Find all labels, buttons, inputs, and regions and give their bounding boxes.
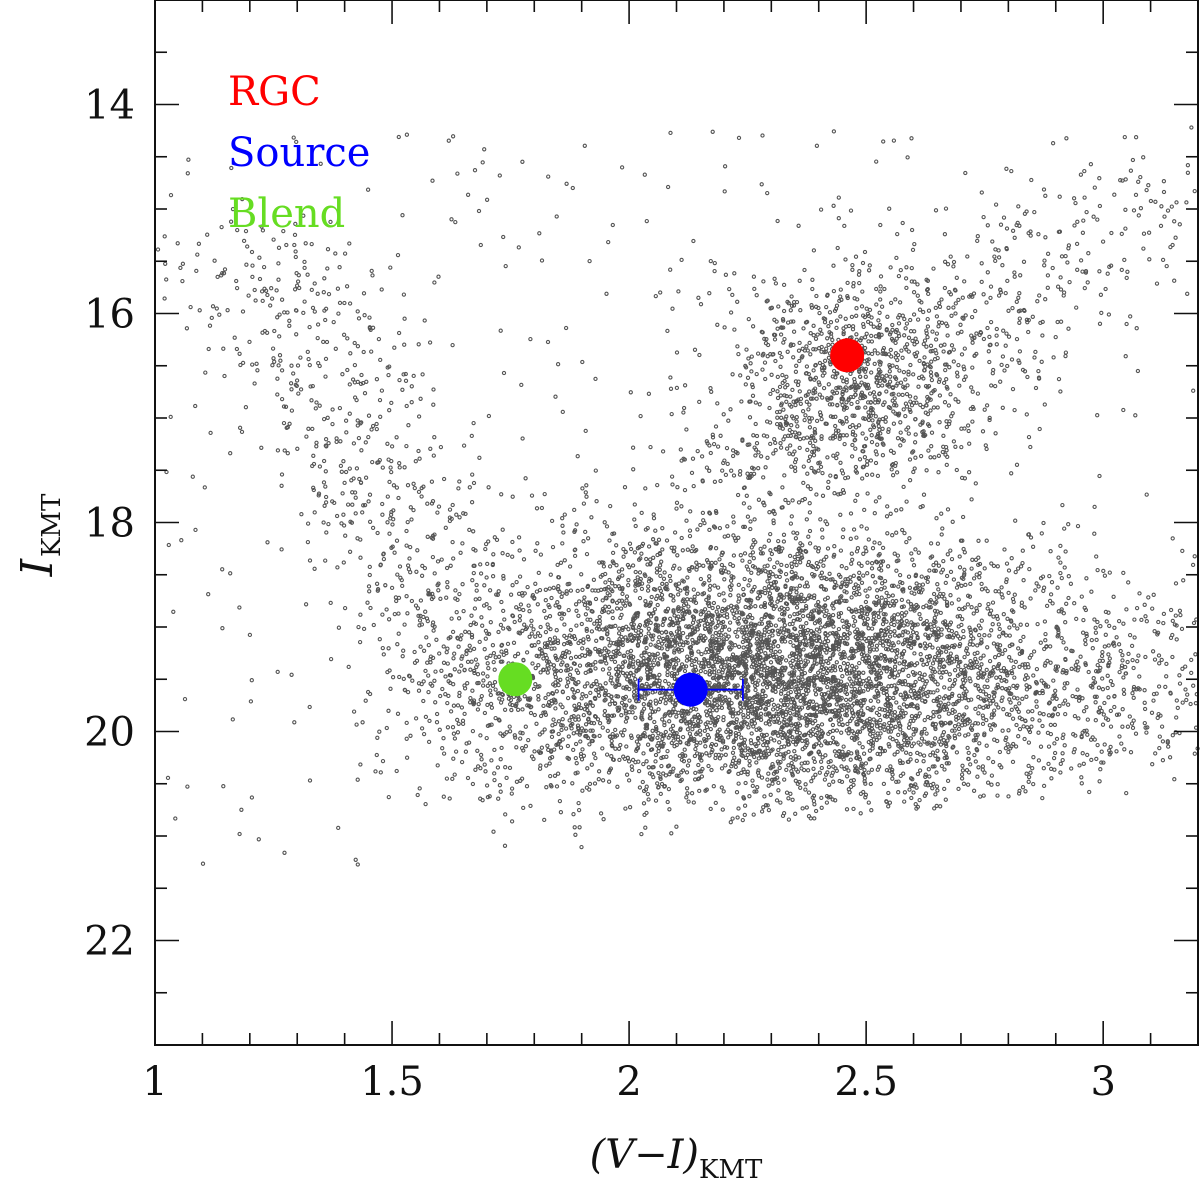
x-tick-label: 3 — [1090, 1059, 1115, 1105]
source-marker — [673, 672, 708, 707]
y-tick-label: 22 — [84, 919, 135, 965]
y-tick-label: 16 — [84, 292, 135, 338]
x-tick-label: 2 — [616, 1059, 641, 1105]
legend-source: Source — [228, 130, 370, 176]
y-tick-label: 14 — [84, 83, 135, 129]
background-stars — [155, 125, 1200, 867]
y-axis-title: IKMT — [12, 493, 67, 577]
blend-marker — [498, 662, 533, 697]
x-tick-label: 1.5 — [360, 1059, 424, 1105]
x-tick-label: 2.5 — [834, 1059, 898, 1105]
tick-labels: 1 1.5 2 2.5 3 14 16 18 20 22 — [84, 83, 1116, 1106]
legend: RGC Source Blend — [228, 69, 370, 237]
legend-rgc: RGC — [228, 69, 321, 115]
y-tick-label: 20 — [84, 710, 135, 756]
y-tick-label: 18 — [84, 501, 135, 547]
legend-blend: Blend — [228, 191, 345, 237]
highlight-markers — [498, 338, 865, 707]
axis-ticks — [154, 0, 1199, 1046]
x-tick-label: 1 — [142, 1059, 167, 1105]
plot-frame — [154, 0, 1199, 1046]
rgc-marker — [830, 338, 865, 373]
x-axis-title: (V−I)KMT — [590, 1132, 763, 1179]
star-points — [155, 125, 1200, 867]
